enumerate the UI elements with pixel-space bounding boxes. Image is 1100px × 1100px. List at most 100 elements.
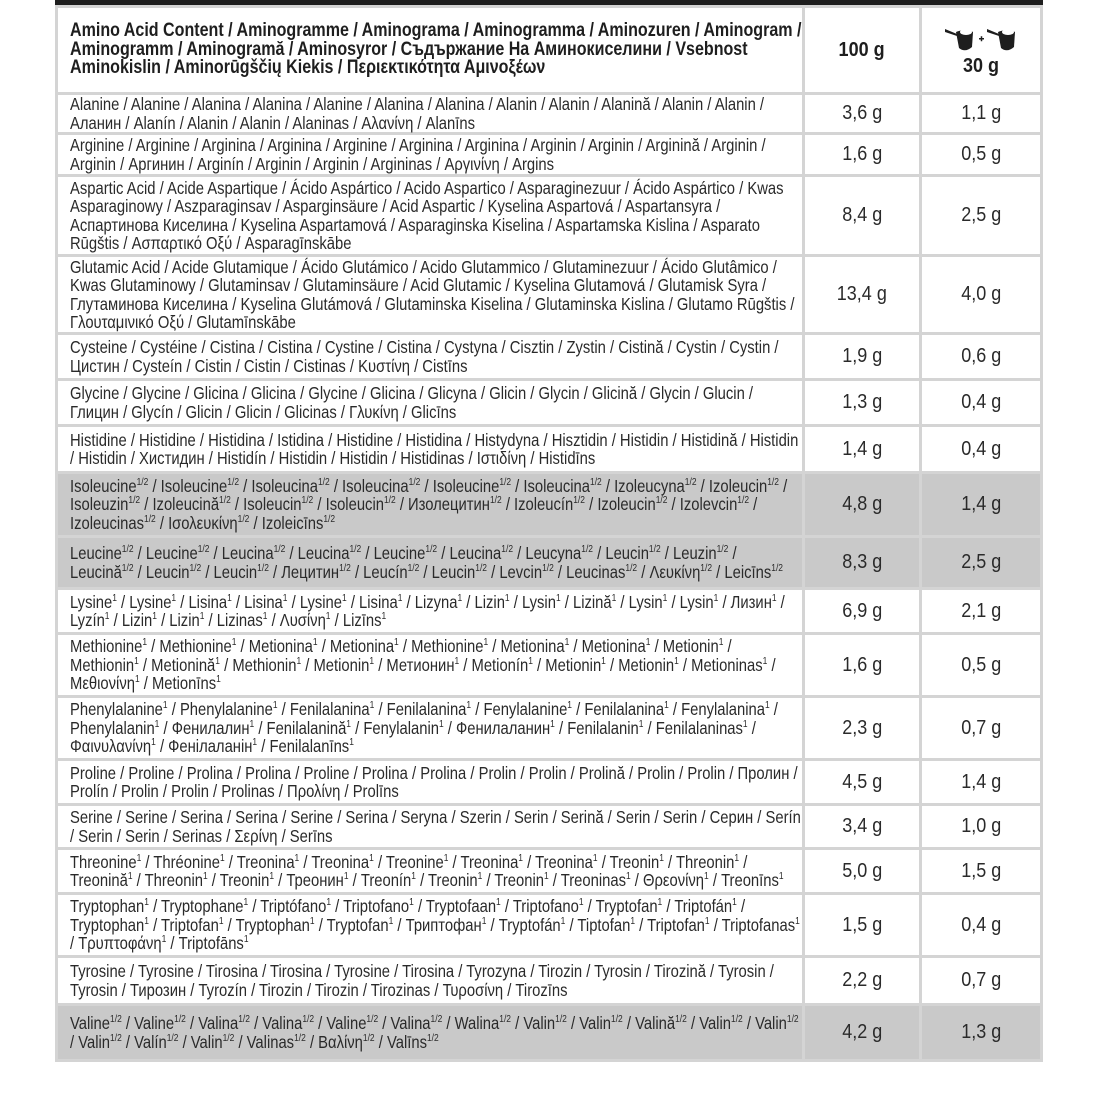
header-serving: 30 g bbox=[919, 5, 1043, 95]
name-translation: Valin bbox=[755, 1013, 787, 1033]
name-translation: Tiptofan bbox=[577, 914, 631, 935]
name-translation: Glutaminsäure bbox=[302, 275, 399, 295]
table-row: Leucine1/2 / Leucine1/2 / Leucina1/2 / L… bbox=[55, 535, 1043, 590]
name-translation: Προλίνη bbox=[287, 781, 341, 801]
footnote-marker: 1 bbox=[528, 655, 533, 667]
name-translation: Proline bbox=[303, 762, 350, 783]
footnote-marker: 1 bbox=[269, 871, 275, 882]
name-translation: Glicină bbox=[591, 383, 638, 403]
name-translation: Cistin bbox=[194, 355, 232, 376]
name-translation: Arginine bbox=[333, 135, 388, 155]
name-translation: Φαινυλανίνη bbox=[70, 736, 152, 757]
footnote-marker: 1/2 bbox=[273, 544, 286, 555]
name-translation: Phenylalanine bbox=[70, 699, 163, 720]
name-translation: Leuzin bbox=[673, 543, 717, 563]
footnote-marker: 1 bbox=[638, 718, 644, 730]
table-row: Isoleucine1/2 / Isoleucine1/2 / Isoleuci… bbox=[55, 471, 1043, 538]
value-text: 0,7 g bbox=[960, 716, 1002, 739]
value-per-100g: 1,6 g bbox=[802, 132, 922, 177]
name-translation: Alanine bbox=[130, 94, 181, 114]
name-translation: Alanine bbox=[313, 94, 363, 114]
name-translation: Arginin bbox=[530, 135, 577, 155]
name-translation: Leucin bbox=[431, 561, 476, 582]
footnote-marker: 1 bbox=[144, 915, 149, 927]
name-translation: Cistină bbox=[618, 337, 664, 357]
value-per-100g: 1,3 g bbox=[802, 378, 922, 427]
footnote-marker: 1/2 bbox=[648, 544, 661, 555]
name-translation: Prolin bbox=[687, 762, 726, 783]
footnote-marker: 1/2 bbox=[257, 562, 269, 574]
footnote-marker: 1 bbox=[504, 592, 510, 604]
name-translation: Alanin bbox=[495, 94, 538, 114]
footnote-marker: 1 bbox=[252, 737, 258, 749]
name-translation: Fenilalaninas bbox=[655, 717, 743, 738]
value-text: 2,3 g bbox=[841, 716, 883, 739]
value-text: 0,6 g bbox=[960, 345, 1002, 367]
name-translation: Serin bbox=[125, 825, 160, 846]
name-translation: Cysteine bbox=[70, 337, 128, 357]
name-translation: Methionin bbox=[232, 654, 297, 675]
name-translation: Prolīns bbox=[352, 781, 399, 801]
name-translation: Tyrosine bbox=[334, 961, 391, 981]
name-translation: Tirosina bbox=[270, 961, 323, 981]
name-translation: Tirozin bbox=[259, 979, 303, 1000]
value-per-100g: 4,8 g bbox=[802, 471, 922, 538]
name-translation: Valine bbox=[70, 1013, 111, 1033]
name-translation: Glutaminska Kislina bbox=[534, 293, 665, 314]
name-translation: Prolin bbox=[528, 762, 567, 783]
footnote-marker: 1 bbox=[611, 592, 617, 604]
name-translation: Alaninas bbox=[292, 112, 350, 133]
name-translation: Kyselina Aspartamová bbox=[240, 214, 387, 235]
name-translation: Treonina bbox=[311, 851, 370, 872]
name-translation: Phenylalanine bbox=[179, 699, 273, 720]
footnote-marker: 1 bbox=[218, 915, 224, 927]
name-translation: Leucin bbox=[605, 543, 649, 563]
footnote-marker: 1 bbox=[704, 915, 710, 927]
footnote-marker: 1 bbox=[592, 852, 598, 864]
name-translation: Glutaminsav bbox=[208, 275, 291, 295]
name-translation: Arginina bbox=[398, 135, 454, 155]
name-translation: Serine bbox=[290, 807, 334, 827]
value-per-serving: 0,4 g bbox=[919, 424, 1043, 474]
name-translation: Izoleucin bbox=[708, 475, 768, 496]
footnote-marker: 1/2 bbox=[349, 544, 362, 555]
amino-acid-names: Alanine / Alanine / Alanina / Alanina / … bbox=[70, 94, 765, 133]
footnote-marker: 1 bbox=[704, 871, 709, 882]
name-translation: Valin bbox=[78, 1031, 111, 1052]
name-translation: Fenylalanina bbox=[681, 699, 765, 720]
footnote-marker: 1 bbox=[550, 718, 555, 730]
name-translation: Isoleucine bbox=[432, 475, 500, 496]
name-translation: Leucín bbox=[363, 561, 408, 582]
amino-acid-name-cell: Leucine1/2 / Leucine1/2 / Leucina1/2 / L… bbox=[55, 535, 805, 590]
table-row: Serine / Serine / Serina / Serina / Seri… bbox=[55, 803, 1043, 850]
name-translation: Alanin bbox=[239, 112, 281, 133]
footnote-marker: 1/2 bbox=[475, 562, 487, 574]
value-per-100g: 4,5 g bbox=[802, 758, 922, 806]
footnote-marker: 1 bbox=[231, 637, 237, 649]
name-translation: Arginín bbox=[197, 153, 244, 174]
footnote-marker: 1 bbox=[369, 700, 375, 712]
name-translation: Tyrozín bbox=[198, 979, 247, 1000]
value-text: 5,0 g bbox=[841, 859, 883, 882]
name-translation: Kyselina Glutamová bbox=[513, 275, 646, 295]
name-translation: Γλουταμινικό Οξύ bbox=[70, 312, 185, 332]
table-row: Arginine / Arginine / Arginina / Arginin… bbox=[55, 132, 1043, 177]
footnote-marker: 1/2 bbox=[767, 476, 779, 488]
name-translation: Valină bbox=[635, 1013, 676, 1033]
name-translation: Prolinas bbox=[221, 781, 275, 801]
name-translation: Alanina bbox=[374, 94, 424, 114]
name-translation: Arginin bbox=[312, 153, 360, 174]
name-translation: Isoleucina bbox=[342, 475, 409, 496]
name-translation: Serina bbox=[345, 807, 389, 827]
name-translation: Arginin bbox=[255, 153, 302, 174]
name-translation: Cistīns bbox=[422, 355, 468, 376]
name-translation: Fenylalanine bbox=[483, 699, 568, 720]
name-translation: Αργινίνη bbox=[444, 153, 500, 174]
value-text: 1,5 g bbox=[960, 859, 1002, 882]
name-translation: Κυστίνη bbox=[358, 355, 410, 376]
value-per-100g: 3,6 g bbox=[802, 92, 922, 135]
footnote-marker: 1 bbox=[718, 637, 724, 649]
name-translation: Glycin bbox=[538, 383, 580, 403]
name-translation: Аргинин bbox=[128, 153, 185, 174]
footnote-marker: 1/2 bbox=[501, 544, 514, 555]
